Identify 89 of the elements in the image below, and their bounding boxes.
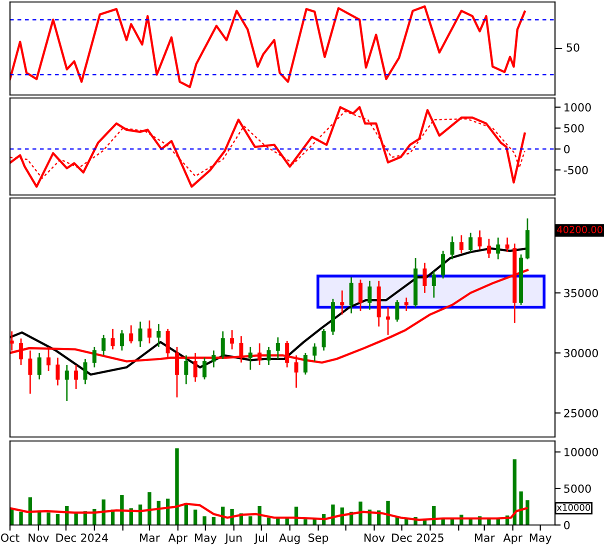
candlestick (184, 354, 188, 385)
candlestick (459, 234, 464, 254)
x-tick-label: Nov (364, 534, 385, 542)
y-tick-label: 0 (564, 520, 570, 530)
y-tick-label: 10000 (564, 448, 598, 456)
candlestick (92, 346, 96, 368)
y-tick-label: 0 (564, 144, 570, 154)
candlestick (486, 238, 491, 259)
candlestick (368, 280, 372, 310)
bar (194, 510, 198, 525)
candlestick (432, 270, 436, 298)
line-series (10, 502, 528, 521)
candlestick (386, 306, 390, 336)
x-tick-label: May (530, 534, 552, 544)
candlestick (56, 357, 60, 386)
y-tick-label: -500 (564, 166, 588, 174)
bar (46, 512, 50, 525)
line-series (10, 106, 526, 188)
candlestick (276, 336, 280, 360)
candlestick (496, 236, 500, 260)
candlestick (505, 236, 510, 253)
x-tick-label: Aug (279, 534, 300, 544)
candlestick (129, 324, 134, 344)
x-tick-label: Mar (474, 534, 495, 542)
text: x10000 (556, 504, 590, 511)
bar (526, 500, 530, 525)
candlestick (156, 323, 161, 348)
bar (202, 516, 206, 525)
x-tick-label: 2025 (416, 534, 444, 542)
x-tick-label: Jul (254, 533, 268, 544)
x-tick-label: Nov (28, 534, 49, 542)
candlestick (120, 329, 124, 352)
x-tick-label: Dec (56, 534, 76, 542)
x-tick-label: Apr (503, 534, 522, 544)
x-tick-label: Apr (168, 534, 188, 544)
candlestick (303, 352, 308, 376)
candlestick (468, 232, 473, 253)
y-tick-label: 35000 (564, 288, 598, 298)
candlestick (83, 358, 88, 385)
candlestick (248, 346, 252, 370)
y-tick-label: 1000 (564, 103, 591, 112)
candlestick (74, 364, 78, 390)
candlestick (202, 357, 207, 380)
bar (304, 519, 308, 525)
x-tick-label: May (195, 534, 217, 544)
bar (519, 491, 523, 525)
y-tick-label: 5000 (564, 484, 591, 493)
bar (120, 495, 124, 525)
candlestick (349, 276, 354, 314)
candlestick (37, 352, 42, 380)
candlestick (230, 329, 234, 350)
y-tick-label: 25000 (564, 408, 598, 418)
x-tick-label: Oct (1, 534, 20, 542)
candlestick (166, 328, 170, 360)
bar (56, 514, 60, 525)
bar (248, 516, 252, 525)
candlestick (212, 350, 216, 368)
candlestick (395, 299, 400, 322)
y-tick-label: 30000 (564, 348, 598, 358)
candlestick (322, 328, 326, 352)
candlestick (147, 320, 152, 344)
candlestick (220, 330, 225, 360)
bar (358, 502, 362, 525)
candlestick (64, 364, 69, 402)
candlestick (138, 321, 142, 348)
x-tick-label: Dec (392, 534, 412, 542)
candlestick (450, 236, 454, 260)
candlestick (404, 296, 408, 312)
candlestick (266, 346, 271, 366)
text: 50 (566, 43, 580, 52)
x-tick-label: Sep (308, 534, 328, 544)
candlestick (312, 342, 317, 362)
candlestick (102, 334, 106, 356)
candlestick (478, 230, 482, 250)
text: 40200.00 (557, 226, 602, 234)
candlestick (422, 262, 427, 294)
candlestick (340, 290, 344, 316)
candlestick (110, 328, 115, 350)
candlestick (441, 250, 446, 280)
x-tick-label: 2024 (81, 534, 108, 542)
bar (386, 500, 390, 525)
candlestick (358, 278, 362, 312)
bar (148, 492, 152, 525)
y-tick-label: 500 (564, 124, 584, 132)
bar (74, 513, 78, 525)
x-tick-label: Jun (224, 534, 242, 544)
x-tick-label: Mar (140, 534, 160, 542)
bar (175, 448, 179, 525)
bar (19, 512, 23, 525)
